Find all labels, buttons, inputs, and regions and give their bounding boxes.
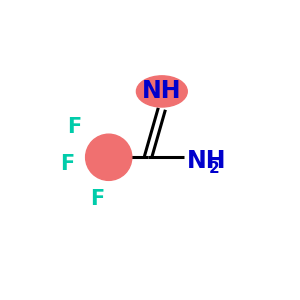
Text: F: F (67, 117, 81, 137)
Text: 2: 2 (209, 160, 220, 175)
Text: F: F (90, 189, 104, 209)
Text: NH: NH (187, 149, 227, 173)
Ellipse shape (136, 76, 187, 107)
Text: NH: NH (142, 79, 182, 103)
Circle shape (85, 134, 132, 180)
Text: F: F (60, 154, 74, 174)
